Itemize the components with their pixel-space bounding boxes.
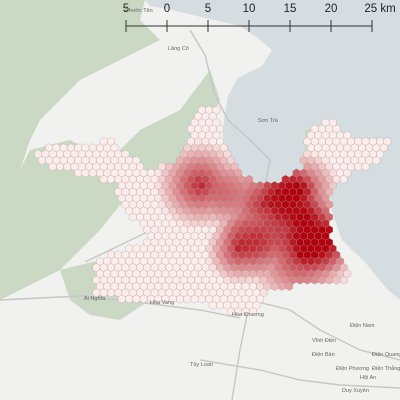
scale-label: 20 xyxy=(324,3,338,15)
place-label: Tùy Loan xyxy=(190,362,213,368)
scale-label: 5 xyxy=(204,3,212,15)
place-label: Hòa Vang xyxy=(150,300,175,306)
hex-cell[interactable] xyxy=(372,156,381,165)
road xyxy=(249,299,400,361)
place-label: Hòa Khương xyxy=(232,312,264,318)
hex-cell[interactable] xyxy=(361,162,370,172)
place-label: Hội An xyxy=(360,375,377,381)
hex-cell[interactable] xyxy=(249,307,257,316)
scale-label: 0 xyxy=(163,3,171,15)
place-label: Điện Phương xyxy=(336,366,369,372)
place-label: Lăng Cô xyxy=(168,46,189,52)
place-label: Điện Nam xyxy=(350,323,375,329)
scale-label: 25 km xyxy=(364,3,396,15)
place-label: Điện Bàn xyxy=(312,352,335,358)
place-label: Sơn Trà xyxy=(258,118,278,124)
place-label: Vĩnh Điện xyxy=(312,338,337,344)
sea-area xyxy=(145,0,400,300)
hex-cell[interactable] xyxy=(339,275,348,285)
scale-label: 15 xyxy=(283,3,297,15)
hex-cell[interactable] xyxy=(339,174,348,184)
scale-bar: 5 0 5 10 15 20 25 km xyxy=(0,0,400,40)
scale-label: 10 xyxy=(242,3,256,15)
road xyxy=(199,359,400,389)
scale-label: 5 xyxy=(122,3,130,15)
forest-area xyxy=(0,0,160,210)
place-label: Ái Nghĩa xyxy=(84,296,106,302)
hexbin-overlay[interactable] xyxy=(34,105,392,316)
place-label: Duy Xuyên xyxy=(342,388,369,394)
place-label: Điện Thắng xyxy=(372,366,400,372)
place-label: Điện Quang xyxy=(372,352,400,358)
place-label: Phước Tân xyxy=(125,8,153,14)
hex-cell[interactable] xyxy=(285,282,293,291)
road xyxy=(189,29,271,400)
